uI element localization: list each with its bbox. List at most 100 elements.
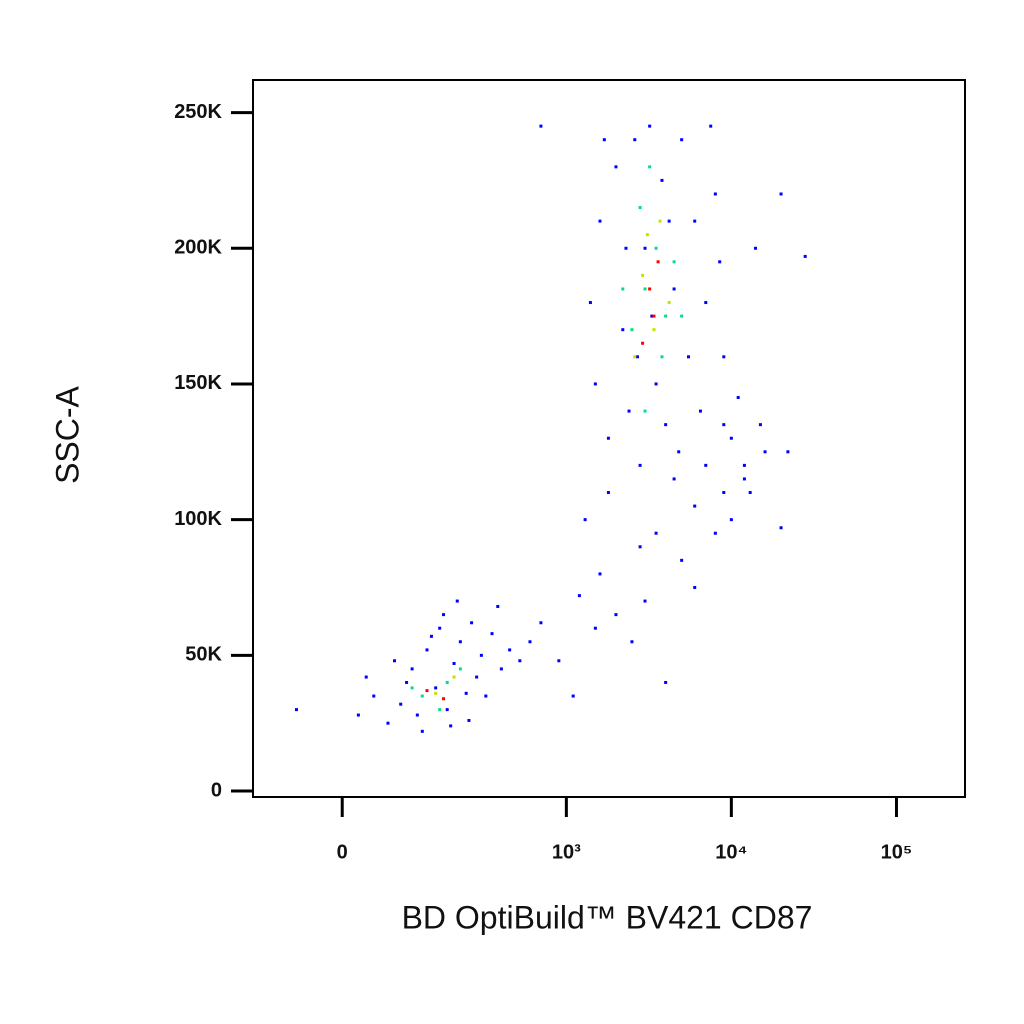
point — [386, 721, 390, 725]
point — [704, 463, 708, 467]
point — [455, 599, 459, 603]
point — [405, 680, 409, 684]
point — [621, 328, 625, 332]
point — [660, 355, 664, 359]
point — [598, 219, 602, 223]
point — [652, 328, 656, 332]
point — [442, 613, 446, 617]
point — [648, 287, 652, 291]
point — [638, 545, 642, 549]
point — [434, 686, 438, 690]
point — [445, 680, 449, 684]
point — [624, 246, 628, 250]
point — [742, 463, 746, 467]
point — [633, 355, 637, 359]
point — [577, 594, 581, 598]
point — [588, 301, 592, 305]
point — [654, 246, 658, 250]
point — [742, 477, 746, 481]
point — [664, 314, 668, 318]
plot-frame — [252, 79, 966, 798]
point — [722, 355, 726, 359]
point — [415, 713, 419, 717]
point — [779, 192, 783, 196]
point — [467, 718, 471, 722]
point — [484, 694, 488, 698]
point — [643, 409, 647, 413]
point — [630, 640, 634, 644]
point — [641, 341, 645, 345]
point — [633, 138, 637, 142]
point — [449, 724, 453, 728]
point — [654, 531, 658, 535]
point — [614, 165, 618, 169]
point — [606, 436, 610, 440]
point — [598, 572, 602, 576]
point — [758, 423, 762, 427]
point — [753, 246, 757, 250]
point — [458, 640, 462, 644]
point — [452, 675, 456, 679]
y-tick-label: 50K — [185, 644, 222, 666]
point — [571, 694, 575, 698]
point — [445, 708, 449, 712]
point — [452, 661, 456, 665]
point — [677, 450, 681, 454]
point — [693, 504, 697, 508]
point — [356, 713, 360, 717]
y-tick-label: 150K — [174, 372, 222, 394]
point — [648, 165, 652, 169]
point — [672, 260, 676, 264]
x-axis-label: BD OptiBuild™ BV421 CD87 — [402, 899, 813, 935]
point — [621, 287, 625, 291]
point — [704, 301, 708, 305]
point — [393, 659, 397, 663]
point — [680, 558, 684, 562]
point — [434, 691, 438, 695]
point — [442, 697, 446, 701]
point — [672, 477, 676, 481]
point — [709, 124, 713, 128]
point — [680, 138, 684, 142]
point — [635, 355, 639, 359]
point — [429, 634, 433, 638]
point — [667, 301, 671, 305]
x-tick-label: 0 — [337, 841, 348, 863]
point — [420, 694, 424, 698]
point — [643, 599, 647, 603]
point — [479, 653, 483, 657]
point — [490, 632, 494, 636]
point — [630, 328, 634, 332]
point — [779, 526, 783, 530]
point — [667, 219, 671, 223]
point — [458, 667, 462, 671]
point — [464, 691, 468, 695]
point — [643, 246, 647, 250]
point — [410, 686, 414, 690]
point — [786, 450, 790, 454]
y-tick-label: 100K — [174, 508, 222, 530]
y-tick-label: 200K — [174, 237, 222, 259]
point — [650, 314, 654, 318]
point — [803, 254, 807, 258]
point — [713, 192, 717, 196]
point — [638, 463, 642, 467]
point — [722, 491, 726, 495]
point — [680, 314, 684, 318]
y-tick-label: 250K — [174, 101, 222, 123]
point — [729, 518, 733, 522]
point — [713, 531, 717, 535]
point — [648, 124, 652, 128]
point — [518, 659, 522, 663]
point — [693, 219, 697, 223]
point — [372, 694, 376, 698]
point — [557, 659, 561, 663]
point — [499, 667, 503, 671]
point — [643, 287, 647, 291]
point — [602, 138, 606, 142]
point — [399, 702, 403, 706]
point — [496, 604, 500, 608]
point — [627, 409, 631, 413]
